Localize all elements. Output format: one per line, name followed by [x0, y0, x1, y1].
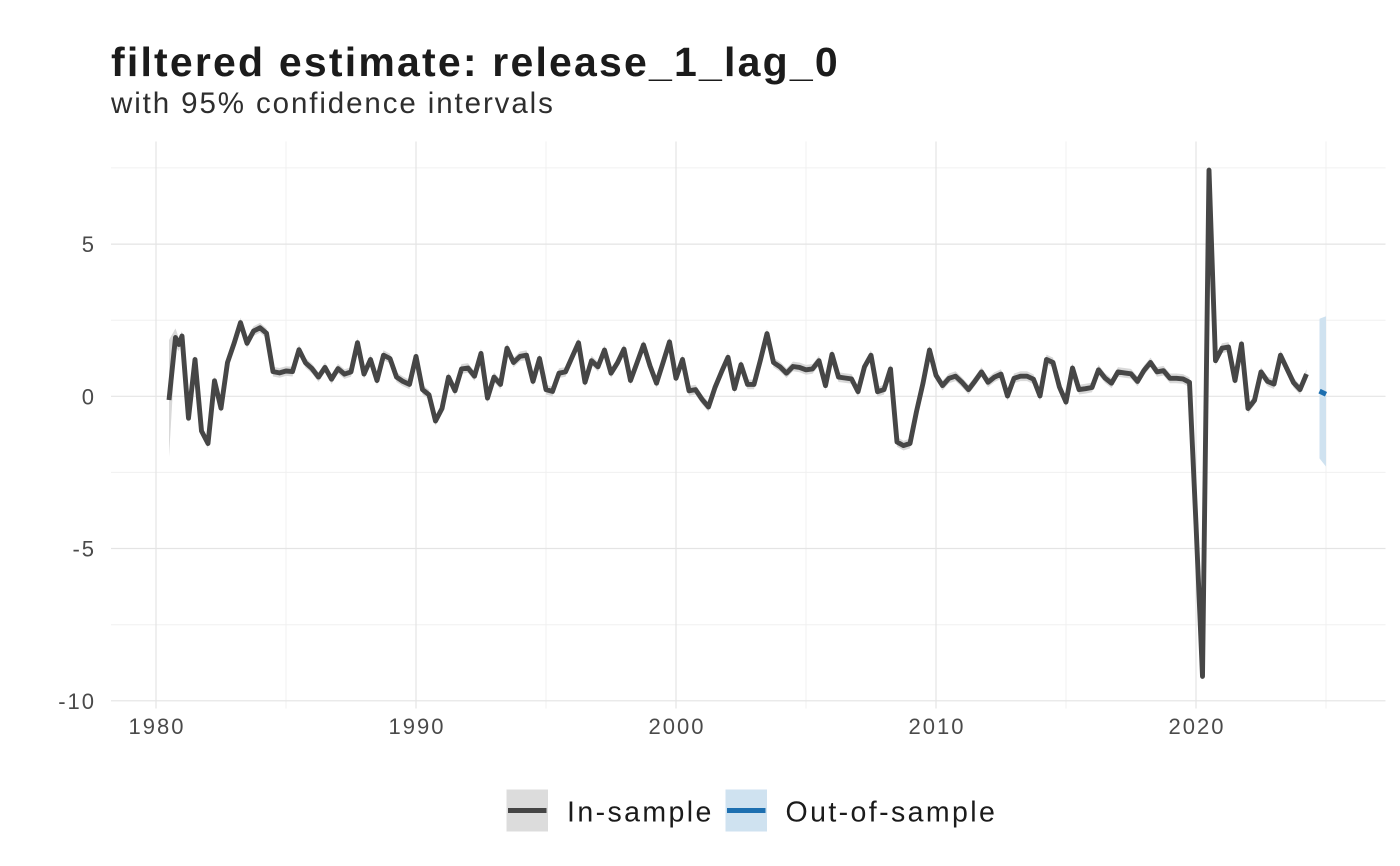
svg-text:5: 5: [82, 232, 96, 257]
svg-text:In-sample: In-sample: [567, 797, 714, 829]
svg-text:0: 0: [82, 384, 96, 409]
svg-text:filtered estimate: release_1_l: filtered estimate: release_1_lag_0: [111, 39, 840, 85]
svg-text:1980: 1980: [129, 714, 186, 739]
svg-text:-5: -5: [72, 537, 96, 562]
svg-text:2010: 2010: [909, 714, 966, 739]
svg-text:-10: -10: [58, 689, 96, 714]
svg-text:Out-of-sample: Out-of-sample: [786, 797, 998, 829]
svg-text:1990: 1990: [389, 714, 446, 739]
svg-text:2000: 2000: [649, 714, 706, 739]
svg-text:with 95% confidence intervals: with 95% confidence intervals: [110, 87, 555, 120]
svg-text:2020: 2020: [1169, 714, 1226, 739]
